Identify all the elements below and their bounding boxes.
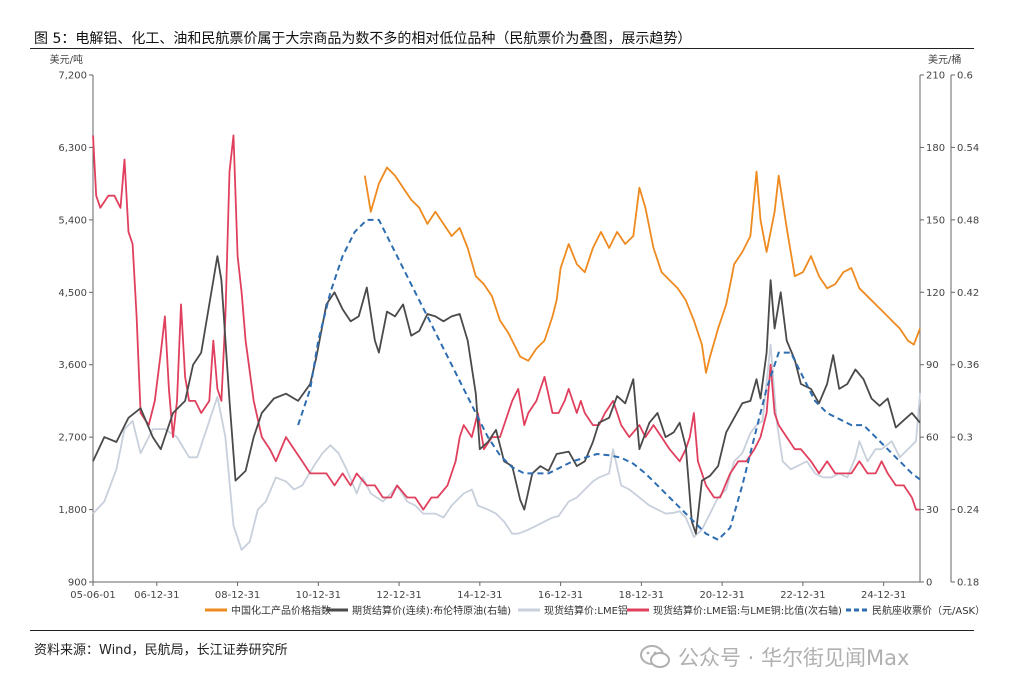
x-tick-label: 14-12-31 [457, 590, 502, 601]
x-tick-label: 16-12-31 [538, 590, 583, 601]
secondary-right-tick-label: 0.24 [957, 505, 979, 516]
secondary-right-tick-label: 0.48 [957, 215, 979, 226]
left-tick-label: 7,200 [58, 71, 87, 82]
secondary-right-tick-label: 0.3 [957, 433, 973, 444]
secondary-right-tick-label: 0.36 [957, 360, 979, 371]
x-tick-label: 10-12-31 [296, 590, 341, 601]
x-tick-label: 22-12-31 [780, 590, 825, 601]
left-tick-label: 5,400 [58, 215, 87, 226]
legend-label: 期货结算价(连续):布伦特原油(右轴) [352, 604, 511, 617]
figure-title: 图 5：电解铝、化工、油和民航票价属于大宗商品为数不多的相对低位品种（民航票价为… [34, 31, 692, 47]
left-tick-label: 900 [68, 578, 87, 589]
legend-label: 现货结算价:LME铝 [544, 604, 628, 617]
series-line-4 [92, 134, 920, 511]
title-divider [30, 48, 974, 49]
x-tick-label: 18-12-31 [619, 590, 664, 601]
series-line-1 [363, 166, 921, 374]
x-tick-label: 08-12-31 [215, 590, 260, 601]
x-tick-label: 12-12-31 [376, 590, 421, 601]
right-tick-label: 120 [926, 288, 945, 299]
secondary-right-tick-label: 0.54 [957, 143, 979, 154]
axes-layer: 900 1,800 2,700 3,600 4,500 5,400 6,300 7,200 0 3… [50, 53, 980, 601]
watermark-text: 公众号 · 华尔街见闻Max [678, 646, 910, 670]
right-tick-label: 30 [926, 505, 939, 516]
right-tick-label: 180 [926, 143, 945, 154]
line-chart: 900 1,800 2,700 3,600 4,500 5,400 6,300 7,200 0 3… [50, 53, 986, 617]
left-axis-unit: 美元/吨 [50, 53, 83, 66]
secondary-right-tick-label: 0.42 [957, 288, 979, 299]
x-tick-label: 05-06-01 [70, 590, 115, 601]
left-tick-label: 2,700 [58, 433, 87, 444]
secondary-right-tick-label: 0.18 [957, 578, 979, 589]
series-line-2 [92, 255, 921, 535]
right-tick-label: 150 [926, 215, 945, 226]
series-layer [92, 134, 921, 551]
series-line-3 [92, 343, 921, 551]
right-tick-label: 90 [926, 360, 939, 371]
x-tick-label: 20-12-31 [699, 590, 744, 601]
right-tick-label: 60 [926, 433, 939, 444]
right-tick-label: 210 [926, 71, 945, 82]
wechat-icon [640, 645, 670, 668]
legend-label: 民航座收票价（元/ASK） [872, 604, 985, 617]
source-note: 资料来源：Wind，民航局，长江证券研究所 [34, 643, 288, 658]
source-divider [30, 630, 974, 631]
left-tick-label: 6,300 [58, 143, 87, 154]
watermark: 公众号 · 华尔街见闻Max [640, 642, 909, 672]
legend-label: 现货结算价:LME铝:与LME铜:比值(次右轴) [653, 604, 842, 617]
right-tick-label: 0 [926, 578, 932, 589]
legend-label: 中国化工产品价格指数 [231, 604, 331, 617]
x-tick-label: 06-12-31 [134, 590, 179, 601]
chart-legend: 中国化工产品价格指数 期货结算价(连续):布伦特原油(右轴) 现货结算价:LME铝 现… [205, 604, 985, 617]
right-axis-unit: 美元/桶 [928, 53, 961, 66]
x-tick-label: 24-12-31 [861, 590, 906, 601]
secondary-right-tick-label: 0.6 [957, 71, 973, 82]
series-line-5 [297, 218, 921, 541]
left-tick-label: 4,500 [58, 288, 87, 299]
left-tick-label: 3,600 [58, 360, 87, 371]
left-tick-label: 1,800 [58, 505, 87, 516]
